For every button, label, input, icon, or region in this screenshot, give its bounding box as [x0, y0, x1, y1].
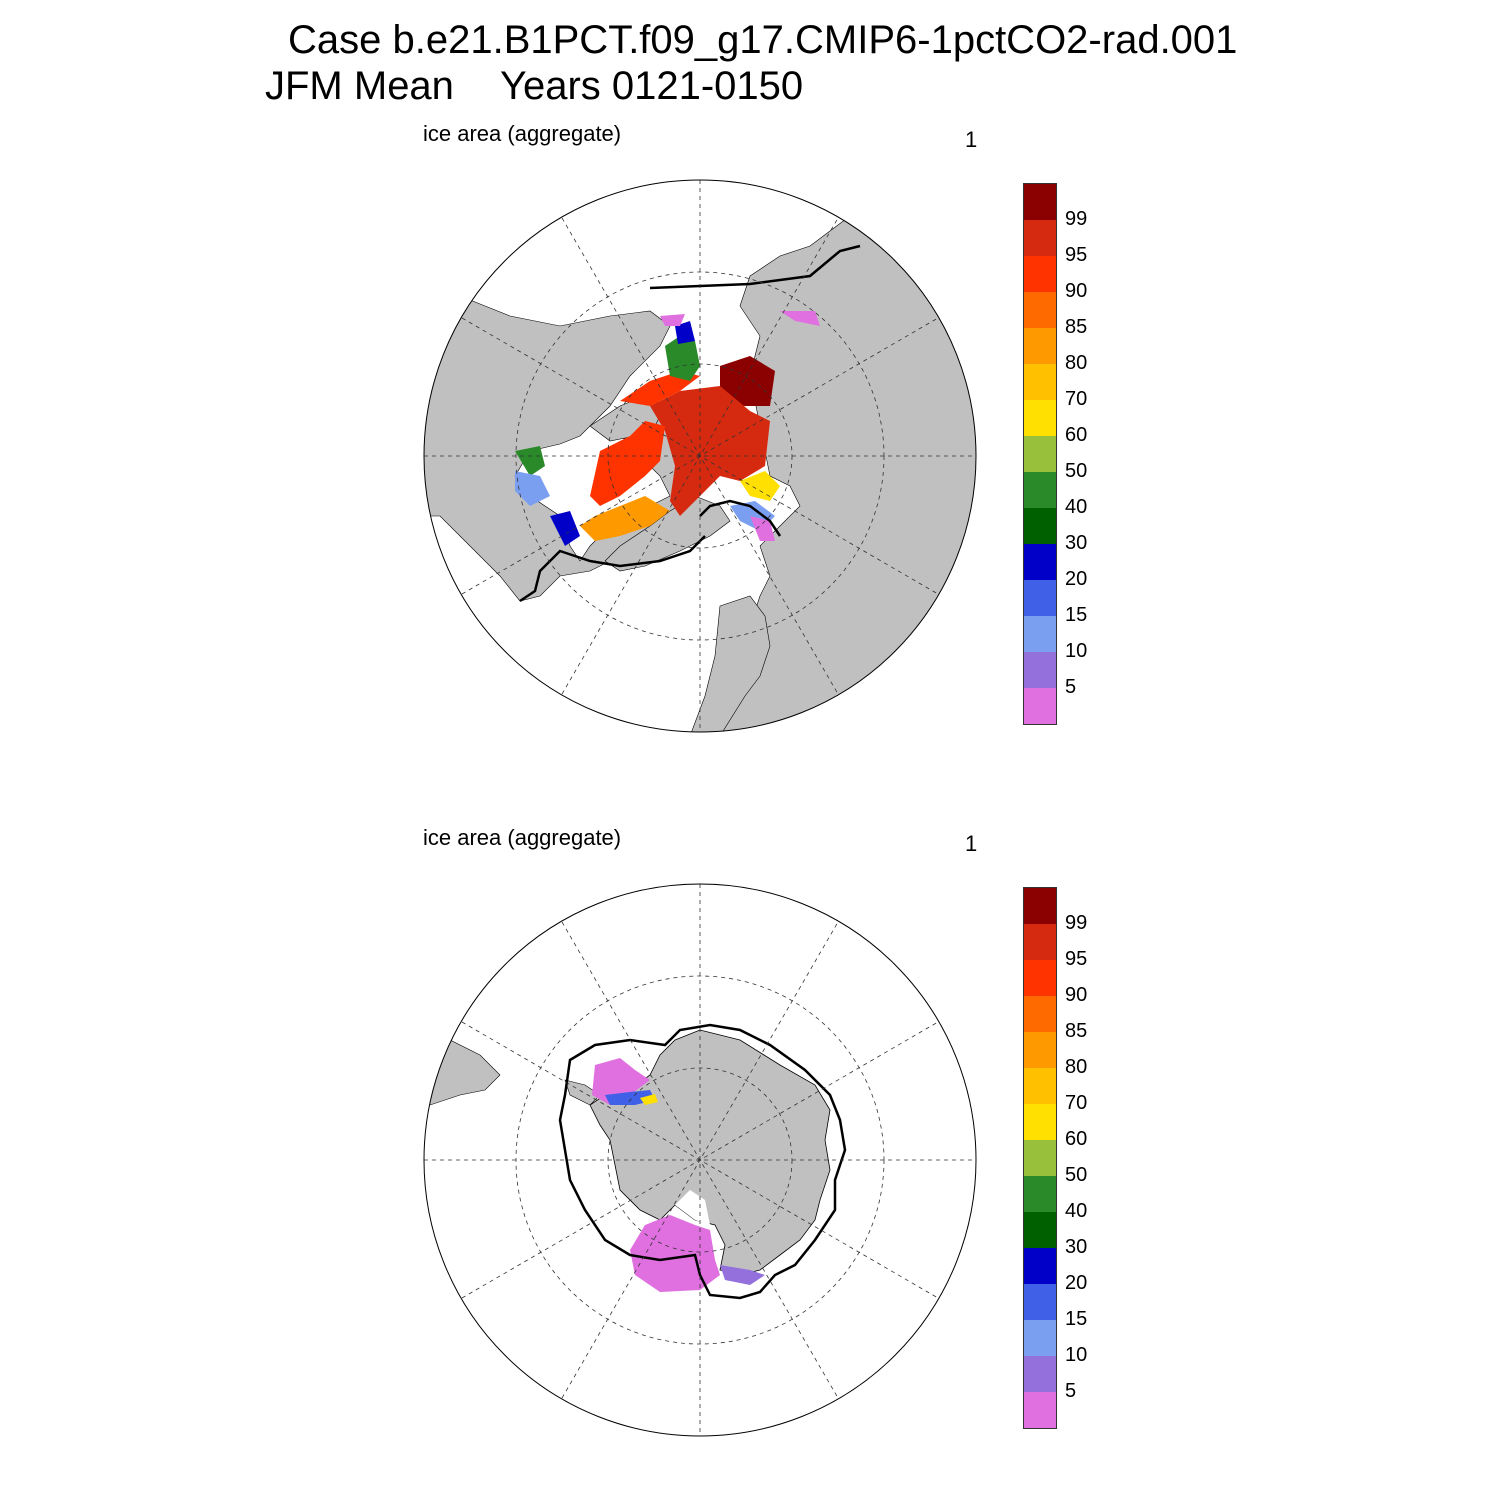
colorbar-swatch	[1023, 1212, 1057, 1249]
colorbar-swatch	[1023, 472, 1057, 509]
north-ice-field-10	[515, 471, 775, 531]
colorbar-label: 95	[1065, 948, 1088, 970]
colorbar-swatch	[1023, 996, 1057, 1033]
colorbar-swatch	[1023, 1356, 1057, 1393]
north-panel-label: ice area (aggregate)	[423, 121, 622, 146]
south-panel-number: 1	[965, 831, 978, 856]
colorbar-label: 30	[1065, 1236, 1088, 1258]
colorbar-label: 90	[1065, 280, 1088, 302]
south-polar-map	[423, 883, 977, 1437]
colorbar-label: 80	[1065, 1056, 1088, 1078]
colorbar-swatch	[1023, 400, 1057, 437]
colorbar-swatch	[1023, 508, 1057, 545]
colorbar-swatch	[1023, 544, 1057, 581]
colorbar-swatch	[1023, 364, 1057, 401]
colorbar-swatch	[1023, 616, 1057, 653]
colorbar-swatch	[1023, 1176, 1057, 1213]
south-map-border	[423, 883, 977, 1437]
colorbar-swatch	[1023, 436, 1057, 473]
north-ice-field-60	[740, 471, 780, 501]
colorbar-label: 95	[1065, 244, 1088, 266]
colorbar-swatch	[1023, 960, 1057, 997]
south-ice-field-5	[592, 1058, 720, 1292]
colorbar-swatch	[1023, 1032, 1057, 1069]
north-map-border	[423, 179, 977, 733]
north-ice-field-40	[515, 336, 700, 476]
colorbar-label: 99	[1065, 912, 1088, 934]
north-land-scandinavia	[689, 595, 771, 732]
colorbar-swatch	[1023, 924, 1057, 961]
figure-subtitle: JFM Mean Years 0121-0150	[265, 64, 803, 109]
colorbar-label: 60	[1065, 424, 1088, 446]
colorbar-swatch	[1023, 292, 1057, 329]
north-panel-number: 1	[965, 127, 978, 152]
colorbar-label: 50	[1065, 1164, 1088, 1186]
colorbar-label: 40	[1065, 1200, 1088, 1222]
north-ice-field-99	[720, 356, 775, 406]
colorbar-label: 5	[1065, 1380, 1077, 1402]
colorbar-label: 85	[1065, 1020, 1088, 1042]
colorbar-swatch	[1023, 688, 1057, 725]
south-panel-label: ice area (aggregate)	[423, 825, 622, 850]
north-graticule	[424, 180, 976, 732]
colorbar-swatch	[1023, 183, 1057, 221]
colorbar-label: 70	[1065, 388, 1088, 410]
north-observed-ice-edge	[519, 244, 861, 603]
colorbar-label: 20	[1065, 568, 1088, 590]
south-observed-ice-edge	[558, 1023, 847, 1300]
colorbar-swatch	[1023, 328, 1057, 365]
season-label: JFM Mean	[265, 64, 454, 108]
colorbar-swatch	[1023, 256, 1057, 293]
colorbar-swatch	[1023, 1284, 1057, 1321]
colorbar-label: 90	[1065, 984, 1088, 1006]
north-ice-field-80	[580, 496, 670, 541]
colorbar-label: 70	[1065, 1092, 1088, 1114]
figure-title: Case b.e21.B1PCT.f09_g17.CMIP6-1pctCO2-r…	[288, 18, 1238, 62]
colorbar-label: 10	[1065, 1344, 1088, 1366]
colorbar-label: 99	[1065, 208, 1088, 230]
colorbar-label: 20	[1065, 1272, 1088, 1294]
colorbar-swatch	[1023, 1140, 1057, 1177]
colorbar-label: 15	[1065, 1308, 1088, 1330]
colorbar-swatch	[1023, 1320, 1057, 1357]
north-ice-field-90	[590, 371, 700, 506]
colorbar-label: 60	[1065, 1128, 1088, 1150]
colorbar-swatch	[1023, 220, 1057, 257]
colorbar-label: 10	[1065, 640, 1088, 662]
colorbar-label: 85	[1065, 316, 1088, 338]
colorbar-swatch	[1023, 580, 1057, 617]
colorbar-label: 40	[1065, 496, 1088, 518]
colorbar-label: 30	[1065, 532, 1088, 554]
north-polar-map	[423, 179, 977, 733]
colorbar-label: 15	[1065, 604, 1088, 626]
north-ice-field-95	[650, 386, 770, 516]
colorbar-label: 50	[1065, 460, 1088, 482]
south-ice-shelf-ross	[675, 1190, 710, 1225]
south-ice-field-10	[720, 1265, 765, 1285]
south-ice-field-60	[640, 1094, 658, 1105]
colorbar-swatch	[1023, 1248, 1057, 1285]
colorbar-label: 5	[1065, 676, 1077, 698]
years-label: Years 0121-0150	[499, 64, 804, 108]
colorbar-swatch	[1023, 1392, 1057, 1429]
colorbar-swatch	[1023, 1068, 1057, 1105]
north-ice-field-20	[550, 321, 695, 546]
colorbar-label: 80	[1065, 352, 1088, 374]
south-graticule	[424, 884, 976, 1436]
colorbar-swatch	[1023, 652, 1057, 689]
colorbar-swatch	[1023, 1104, 1057, 1141]
colorbar-swatch	[1023, 887, 1057, 925]
